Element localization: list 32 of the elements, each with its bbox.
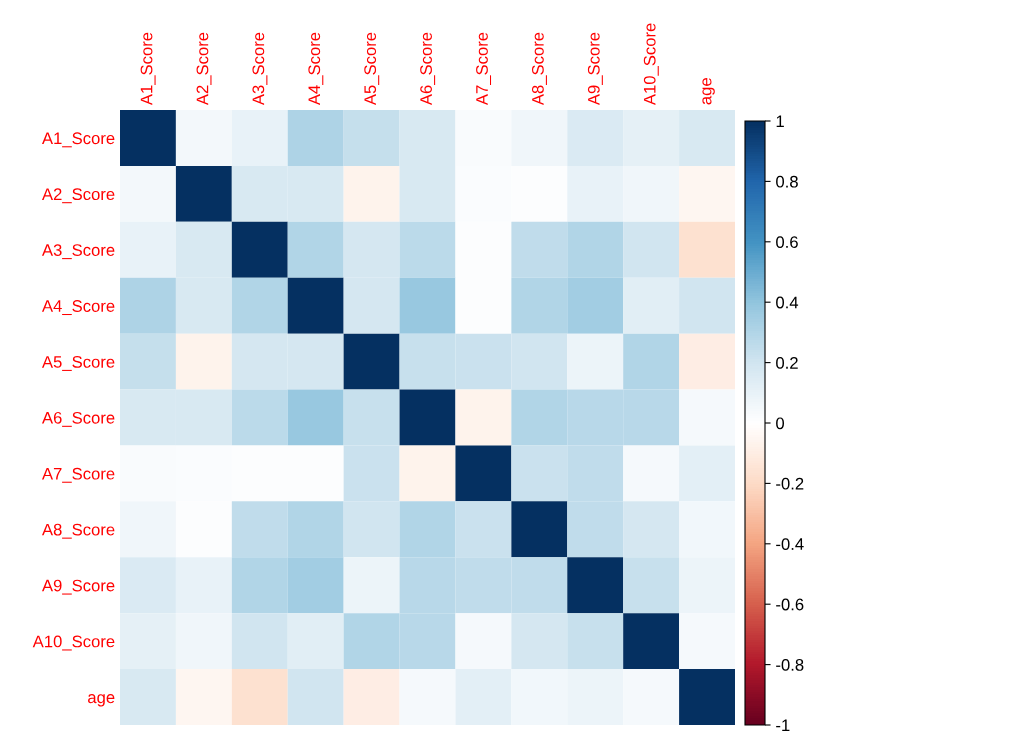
- y-tick-label: A10_Score: [32, 635, 115, 651]
- y-tick-label: age: [88, 694, 115, 707]
- x-tick-label: A7_Score: [476, 32, 492, 106]
- color-bar-label: -0.4: [776, 538, 804, 550]
- y-tick-label: A4_Score: [41, 300, 115, 316]
- y-tick-label: A1_Score: [41, 132, 115, 148]
- x-tick-label: age: [702, 78, 715, 105]
- x-tick-label: A5_Score: [364, 32, 380, 106]
- y-tick-label: A2_Score: [41, 188, 115, 204]
- x-tick-label: A9_Score: [587, 32, 603, 106]
- y-tick-label: A6_Score: [41, 411, 115, 427]
- color-bar-label: -0.6: [776, 598, 804, 611]
- color-bar-label: -0.2: [776, 477, 804, 490]
- y-tick-label: A5_Score: [41, 355, 115, 371]
- x-tick-label: A2_Score: [196, 32, 212, 106]
- y-tick-label: A7_Score: [41, 467, 115, 483]
- color-bar-label: 0: [776, 417, 785, 430]
- x-tick-label: A10_Score: [643, 23, 659, 106]
- x-tick-label: A6_Score: [420, 32, 436, 106]
- color-bar-label: -1: [776, 719, 790, 732]
- color-bar-label: 0.6: [776, 236, 798, 248]
- y-tick-label: A8_Score: [41, 523, 115, 539]
- color-bar-label: 0.2: [776, 357, 798, 369]
- y-tick-label: A9_Score: [41, 579, 115, 595]
- y-tick-label: A3_Score: [41, 244, 115, 260]
- color-bar-label: 1: [776, 115, 784, 128]
- color-bar-label: 0.4: [776, 296, 799, 309]
- x-tick-label: A8_Score: [531, 32, 547, 106]
- color-bar-label: 0.8: [776, 175, 798, 188]
- x-tick-label: A4_Score: [308, 32, 324, 106]
- color-bar-label: -0.8: [776, 659, 804, 671]
- x-tick-label: A3_Score: [252, 32, 268, 106]
